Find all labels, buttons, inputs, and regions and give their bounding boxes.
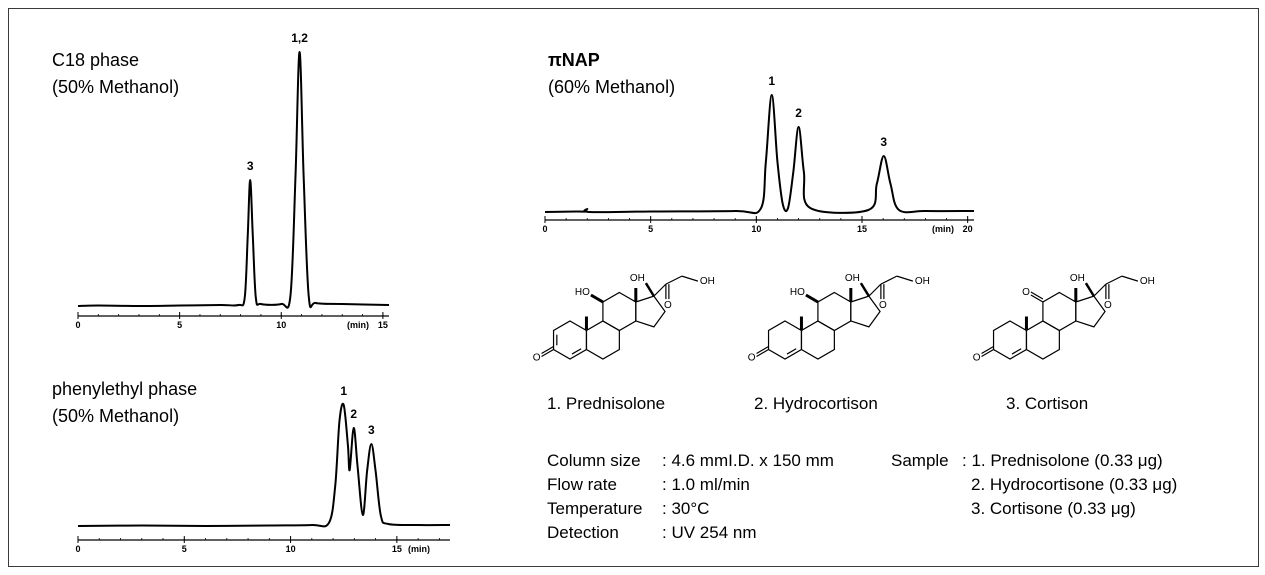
chart-subtitle: (60% Methanol) bbox=[548, 77, 675, 97]
atom-label: OH bbox=[845, 273, 860, 284]
bond bbox=[756, 345, 769, 355]
chart-title: πNAP bbox=[548, 50, 600, 70]
x-tick-label: 10 bbox=[751, 224, 761, 234]
bond bbox=[880, 275, 898, 285]
compound-name: 2. Hydrocortison bbox=[754, 394, 878, 413]
sample-item: : 1. Prednisolone (0.33 μg) bbox=[962, 451, 1163, 470]
compound-name: 1. Prednisolone bbox=[547, 394, 665, 413]
atom-label: O bbox=[879, 300, 887, 311]
bond bbox=[1093, 283, 1107, 297]
atom-label: O bbox=[748, 353, 756, 364]
peak-label: 1 bbox=[340, 384, 347, 398]
atom-label: O bbox=[533, 353, 541, 364]
bond bbox=[1121, 275, 1139, 282]
bond bbox=[786, 348, 797, 355]
atom-label: OH bbox=[700, 276, 715, 287]
atom-label: OH bbox=[1070, 273, 1085, 284]
x-tick-label: 0 bbox=[542, 224, 547, 234]
atom-label: OH bbox=[1140, 276, 1155, 287]
chart-title: C18 phase bbox=[52, 50, 139, 70]
bond bbox=[665, 275, 683, 285]
bond bbox=[756, 348, 769, 358]
peak-label: 3 bbox=[247, 159, 254, 173]
ring bbox=[850, 295, 881, 328]
bond bbox=[1105, 275, 1123, 285]
peak-label: 2 bbox=[350, 407, 357, 421]
bond bbox=[1030, 294, 1044, 303]
chart-title: phenylethyl phase bbox=[52, 379, 197, 399]
ring bbox=[635, 295, 666, 328]
bond bbox=[868, 283, 882, 297]
x-tick-label: 5 bbox=[177, 320, 182, 330]
bond bbox=[981, 345, 994, 355]
condition-label: Column size bbox=[547, 451, 641, 470]
condition-value: : 1.0 ml/min bbox=[662, 475, 750, 494]
bond bbox=[681, 275, 699, 282]
x-axis-label: (min) bbox=[347, 320, 369, 330]
bond bbox=[981, 348, 994, 358]
x-tick-label: 0 bbox=[75, 320, 80, 330]
peak-label: 1,2 bbox=[291, 31, 308, 45]
bond bbox=[1011, 348, 1022, 355]
structure: O O OH O OH bbox=[973, 273, 1155, 363]
trace bbox=[544, 94, 975, 215]
atom-label: HO bbox=[790, 287, 805, 298]
x-tick-label: 5 bbox=[648, 224, 653, 234]
trace bbox=[77, 402, 451, 528]
bond bbox=[571, 348, 582, 355]
atom-label: OH bbox=[915, 276, 930, 287]
bond bbox=[1030, 291, 1044, 300]
atom-label: O bbox=[973, 353, 981, 364]
atom-label: OH bbox=[630, 273, 645, 284]
peak-label: 1 bbox=[768, 74, 775, 88]
atom-label: O bbox=[1022, 287, 1030, 298]
chart-subtitle: (50% Methanol) bbox=[52, 77, 179, 97]
bond bbox=[805, 293, 819, 304]
condition-label: Detection bbox=[547, 523, 619, 542]
atom-label: HO bbox=[575, 287, 590, 298]
frame bbox=[8, 8, 1259, 567]
bond bbox=[541, 345, 554, 355]
condition-label: Flow rate bbox=[547, 475, 617, 494]
x-tick-label: 0 bbox=[75, 544, 80, 554]
bond bbox=[896, 275, 914, 282]
atom-label: O bbox=[664, 300, 672, 311]
x-axis-label: (min) bbox=[408, 544, 430, 554]
x-tick-label: 10 bbox=[276, 320, 286, 330]
ring bbox=[1075, 295, 1106, 328]
atom-label: O bbox=[1104, 300, 1112, 311]
compound-name: 3. Cortison bbox=[1006, 394, 1088, 413]
condition-value: : 4.6 mmI.D. x 150 mm bbox=[662, 451, 834, 470]
bond bbox=[590, 293, 604, 304]
x-tick-label: 10 bbox=[286, 544, 296, 554]
bond bbox=[653, 283, 667, 297]
condition-value: : 30°C bbox=[662, 499, 709, 518]
x-tick-label: 20 bbox=[963, 224, 973, 234]
bond bbox=[644, 282, 655, 297]
sample-label: Sample bbox=[891, 451, 949, 470]
x-tick-label: 15 bbox=[392, 544, 402, 554]
peak-label: 3 bbox=[368, 423, 375, 437]
sample-item: 2. Hydrocortisone (0.33 μg) bbox=[971, 475, 1177, 494]
x-tick-label: 5 bbox=[182, 544, 187, 554]
sample-item: 3. Cortisone (0.33 μg) bbox=[971, 499, 1136, 518]
chart-subtitle: (50% Methanol) bbox=[52, 406, 179, 426]
trace bbox=[77, 51, 390, 309]
bond bbox=[859, 282, 870, 297]
x-tick-label: 15 bbox=[378, 320, 388, 330]
condition-label: Temperature bbox=[547, 499, 642, 518]
condition-value: : UV 254 nm bbox=[662, 523, 757, 542]
peak-label: 2 bbox=[795, 106, 802, 120]
bond bbox=[541, 348, 554, 358]
x-tick-label: 15 bbox=[857, 224, 867, 234]
peak-label: 3 bbox=[880, 135, 887, 149]
bond bbox=[1084, 282, 1095, 297]
x-axis-label: (min) bbox=[932, 224, 954, 234]
